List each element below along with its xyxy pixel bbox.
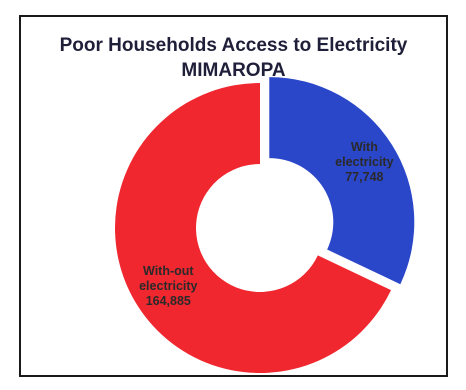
donut-slice-1 [115,82,392,373]
slice-category-label: With [351,140,378,154]
slice-value-label: 77,748 [345,170,383,184]
slice-label-1: With-out electricity 164,885 [139,264,197,308]
donut-slice-0 [269,77,415,285]
slice-label-0: With electricity 77,748 [335,140,393,184]
slice-value-label: 164,885 [146,294,191,308]
chart-subtitle: MIMAROPA [181,60,286,81]
slice-category-label: With-out [143,264,194,278]
chart-title-block: Poor Households Access to Electricity MI… [21,33,446,83]
slice-category-label: electricity [139,279,197,293]
chart-title: Poor Households Access to Electricity [59,35,408,56]
slice-category-label: electricity [335,155,393,169]
